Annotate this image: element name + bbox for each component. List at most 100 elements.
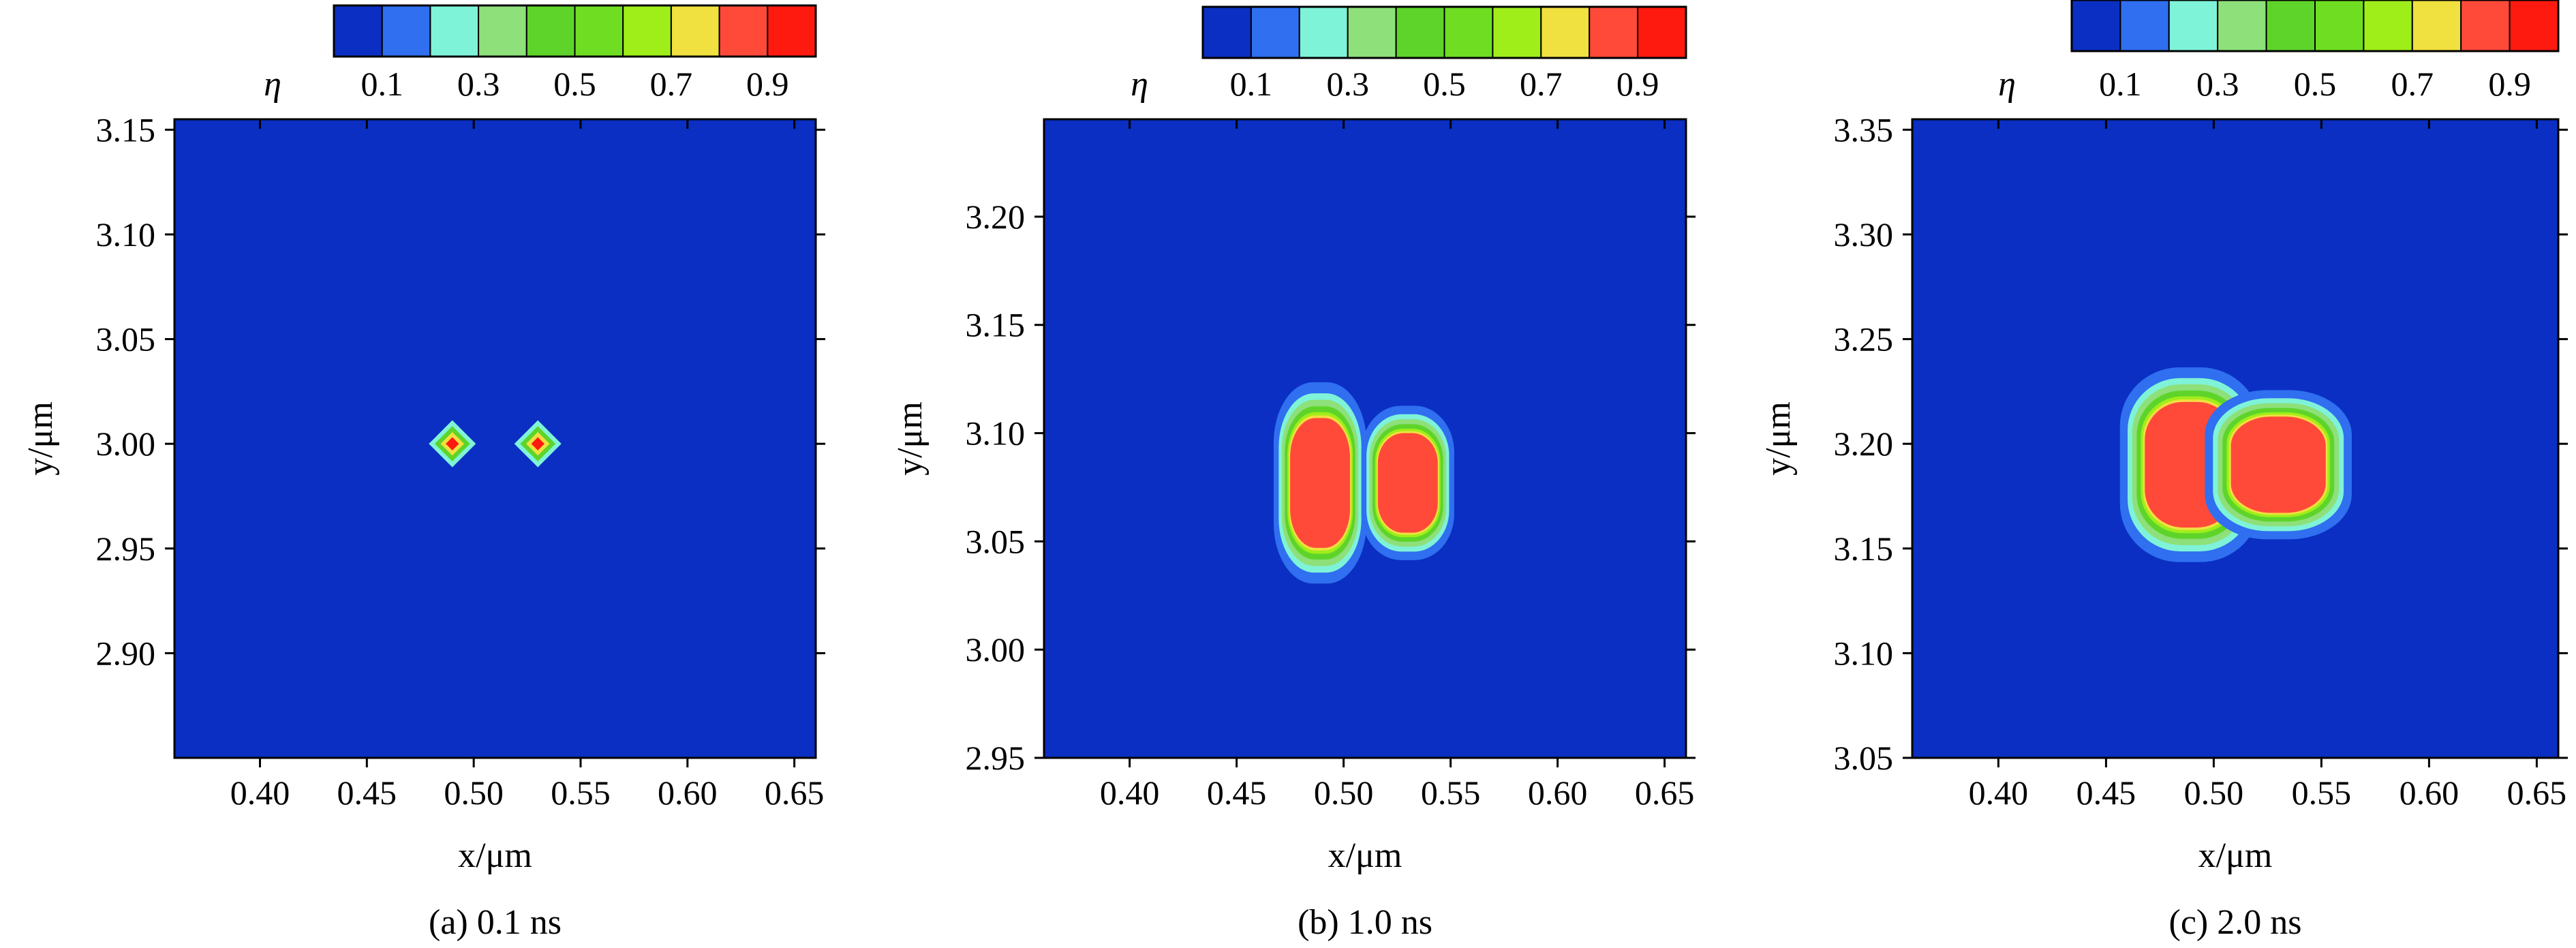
colorbar-swatch: [1637, 6, 1687, 59]
y-tick-label: 3.10: [1834, 634, 1894, 672]
y-tick-label: 3.10: [96, 215, 156, 254]
colorbar-tick-label: 0.7: [1520, 65, 1563, 103]
x-tick-label: 0.65: [2507, 774, 2567, 812]
colorbar-swatch: [622, 5, 672, 57]
y-tick-label: 3.20: [966, 198, 1026, 236]
grain-2-core: [1381, 435, 1435, 531]
y-tick-label: 3.00: [966, 630, 1026, 669]
colorbar-swatch: [574, 5, 624, 57]
nucleus-2-level-4: [531, 437, 545, 450]
grain-2-core: [2235, 418, 2321, 511]
nucleus-1-level-4: [446, 437, 459, 450]
x-tick-label: 0.60: [1528, 774, 1588, 812]
colorbar-swatch: [2119, 0, 2170, 52]
colorbar-swatch: [670, 5, 720, 57]
colorbar-tick-label: 0.5: [553, 65, 596, 103]
plot-frame: [173, 118, 817, 759]
x-axis-label: x/μm: [2198, 836, 2273, 875]
panel-caption: (c) 2.0 ns: [2169, 903, 2302, 942]
x-axis-label: x/μm: [1328, 836, 1402, 875]
colorbar-swatch: [1589, 6, 1639, 59]
colorbar-tick-label: 0.9: [2488, 65, 2531, 103]
colorbar-swatch: [333, 5, 383, 57]
x-tick-label: 0.40: [230, 774, 290, 812]
colorbar-frame: [333, 4, 817, 58]
colorbar-swatch: [1443, 6, 1494, 59]
colorbar-frame: [2070, 0, 2560, 52]
colorbar-symbol: η: [1998, 65, 2016, 104]
panel-3: 0.40 0.45 0.50 0.55 0.60 0.65 3.05 3.10 3.15 3.20…: [1759, 0, 2568, 942]
x-tick-label: 0.45: [1207, 774, 1267, 812]
y-tick-label: 3.30: [1834, 215, 1894, 254]
colorbar-swatch: [2460, 0, 2511, 52]
colorbar-tick-label: 0.1: [1230, 65, 1273, 103]
colorbar-symbol: η: [264, 65, 281, 104]
y-axis-label: y/μm: [1759, 401, 1798, 476]
panel-2: 0.40 0.45 0.50 0.55 0.60 0.65 2.95 3.00 3.05 3.10…: [891, 5, 1696, 942]
colorbar-swatch: [1540, 6, 1591, 59]
x-tick-label: 0.55: [1421, 774, 1481, 812]
x-tick-label: 0.40: [1969, 774, 2029, 812]
x-tick-label: 0.40: [1100, 774, 1160, 812]
x-tick-label: 0.50: [2184, 774, 2244, 812]
y-tick-label: 2.95: [96, 530, 156, 568]
colorbar-symbol: η: [1131, 65, 1148, 104]
field-features: [2119, 367, 2352, 562]
y-tick-label: 3.10: [966, 414, 1026, 453]
x-tick-label: 0.50: [1314, 774, 1374, 812]
colorbar-tick-label: 0.1: [361, 65, 403, 103]
colorbar-swatch: [1347, 6, 1397, 59]
colorbar-tick-label: 0.7: [2391, 65, 2434, 103]
colorbar-frame: [1201, 5, 1687, 59]
colorbar-tick-label: 0.3: [2196, 65, 2239, 103]
y-tick-label: 3.20: [1834, 425, 1894, 463]
colorbar-swatch: [2411, 0, 2462, 52]
y-tick-label: 2.95: [966, 739, 1026, 777]
colorbar-swatch: [525, 5, 576, 57]
colorbar: 0.1 0.3 0.5 0.7 0.9 η: [1998, 0, 2560, 104]
colorbar-swatch: [2509, 0, 2560, 52]
x-tick-label: 0.65: [1635, 774, 1695, 812]
colorbar-swatch: [1202, 6, 1252, 59]
colorbar-tick-label: 0.3: [457, 65, 500, 103]
colorbar-swatch: [2168, 0, 2219, 52]
field-background: [174, 119, 816, 758]
colorbar-tick-label: 0.1: [2099, 65, 2142, 103]
y-axis-label: y/μm: [21, 401, 60, 476]
x-axis-label: x/μm: [458, 836, 532, 875]
x-tick-label: 0.45: [337, 774, 397, 812]
colorbar-swatch: [2071, 0, 2121, 52]
colorbar-swatch: [1250, 6, 1300, 59]
field-features: [1273, 382, 1454, 584]
colorbar-swatch: [478, 5, 527, 57]
y-tick-label: 3.15: [966, 306, 1026, 344]
y-axis-label: y/μm: [891, 401, 930, 476]
colorbar-tick-label: 0.9: [746, 65, 789, 103]
colorbar-tick-label: 0.5: [1423, 65, 1466, 103]
colorbar-swatch: [767, 5, 817, 57]
y-tick-label: 2.90: [96, 634, 156, 672]
colorbar-swatch: [1298, 6, 1349, 59]
y-tick-label: 3.00: [96, 425, 156, 463]
field-features: [429, 420, 562, 468]
grain-1-core: [1293, 421, 1347, 545]
y-tick-label: 3.05: [966, 522, 1026, 560]
colorbar: 0.1 0.3 0.5 0.7 0.9 η: [264, 4, 817, 104]
y-tick-label: 3.15: [1834, 530, 1894, 568]
x-tick-label: 0.45: [2076, 774, 2136, 812]
colorbar-tick-label: 0.3: [1326, 65, 1369, 103]
colorbar-tick-label: 0.7: [650, 65, 693, 103]
colorbar-swatch: [2314, 0, 2365, 52]
y-tick-label: 3.15: [96, 110, 156, 149]
y-tick-label: 3.05: [1834, 739, 1894, 777]
colorbar-swatch: [429, 5, 480, 57]
panel-1: 0.40 0.45 0.50 0.55 0.60 0.65 2.90 2.95 3.00 3.05…: [21, 4, 825, 942]
x-tick-label: 0.65: [765, 774, 825, 812]
colorbar: 0.1 0.3 0.5 0.7 0.9 η: [1131, 5, 1687, 104]
x-tick-label: 0.55: [551, 774, 611, 812]
panel-caption: (a) 0.1 ns: [429, 903, 562, 942]
x-tick-label: 0.60: [658, 774, 718, 812]
colorbar-swatch: [381, 5, 431, 57]
x-tick-label: 0.50: [444, 774, 504, 812]
